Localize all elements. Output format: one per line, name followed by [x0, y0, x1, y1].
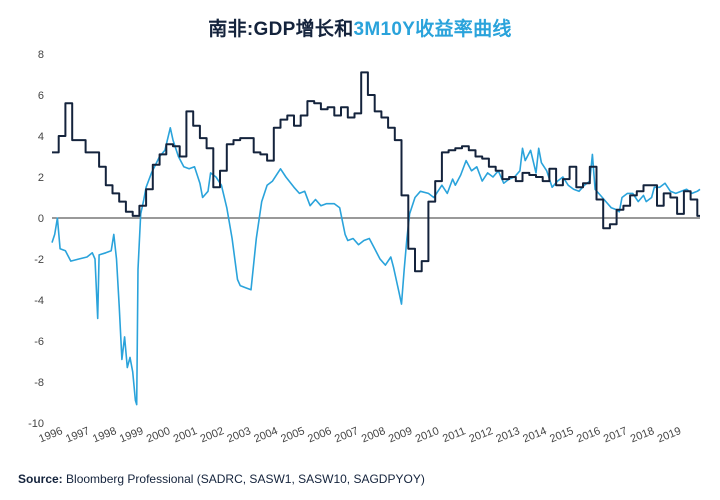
x-tick-label: 2012	[467, 425, 494, 445]
y-tick-label: 6	[38, 90, 44, 102]
x-tick-label: 2007	[333, 425, 360, 445]
x-axis-ticks: 1996 1997 1998 1999 2000 2001 2002 2003 2004 2005…	[37, 425, 683, 445]
x-tick-label: 2017	[602, 425, 629, 445]
x-tick-label: 1999	[118, 425, 145, 445]
x-tick-label: 2000	[145, 425, 172, 445]
x-tick-label: 1998	[91, 425, 118, 445]
series-line-gdp-growth	[52, 71, 700, 273]
x-tick-label: 2015	[548, 425, 575, 445]
y-tick-label: -2	[34, 254, 44, 266]
y-tick-label: -4	[34, 295, 44, 307]
x-tick-label: 2001	[172, 425, 199, 445]
x-tick-label: 2008	[360, 425, 387, 445]
x-tick-label: 2018	[629, 425, 656, 445]
x-tick-label: 2019	[656, 425, 683, 445]
y-tick-label: -6	[34, 336, 44, 348]
x-tick-label: 2006	[306, 425, 333, 445]
y-tick-label: 4	[38, 131, 44, 143]
chart-title: 南非:GDP增长和3M10Y收益率曲线	[0, 14, 720, 41]
y-tick-label: 8	[38, 49, 44, 61]
x-tick-label: 2002	[199, 425, 226, 445]
line-chart: 8 6 4 2 0 -2 -4 -6 -8 -10 1996 1997 1998 1999 2000 200…	[28, 49, 701, 445]
y-tick-label: -10	[28, 418, 44, 430]
x-tick-label: 2011	[441, 425, 467, 445]
x-tick-label: 2004	[252, 425, 279, 445]
y-tick-label: 2	[38, 172, 44, 184]
x-tick-label: 2013	[494, 425, 521, 445]
x-tick-label: 2009	[387, 425, 414, 445]
source-note: Source: Bloomberg Professional (SADRC, S…	[18, 472, 425, 486]
x-tick-label: 2016	[575, 425, 602, 445]
x-tick-label: 2010	[414, 425, 441, 445]
source-text: Bloomberg Professional (SADRC, SASW1, SA…	[66, 472, 425, 486]
chart-title-part1: 南非:GDP增长和	[208, 19, 354, 40]
x-tick-label: 1997	[64, 425, 91, 445]
x-tick-label: 2005	[279, 425, 306, 445]
y-axis-ticks: 8 6 4 2 0 -2 -4 -6 -8 -10	[28, 49, 44, 430]
x-tick-label: 2003	[225, 425, 252, 445]
x-tick-label: 2014	[521, 425, 548, 445]
chart-title-part2: 3M10Y收益率曲线	[353, 19, 512, 40]
series-line-yield-curve	[51, 127, 701, 406]
source-label: Source:	[18, 472, 63, 486]
y-tick-label: -8	[34, 377, 44, 389]
y-tick-label: 0	[38, 213, 44, 225]
